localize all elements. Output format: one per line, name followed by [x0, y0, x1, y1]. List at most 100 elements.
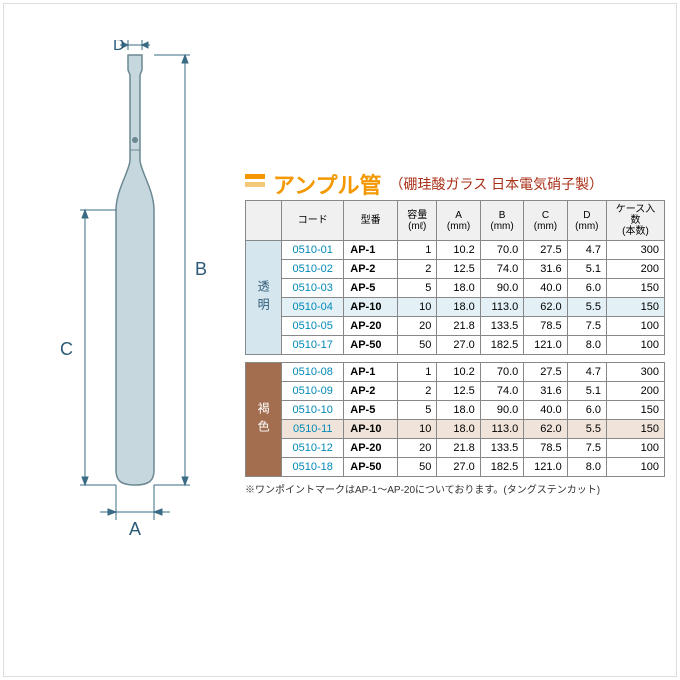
- cell-c: 62.0: [524, 298, 567, 317]
- th-b: B(mm): [480, 201, 523, 241]
- cell-model: AP-2: [344, 382, 398, 401]
- cell-c: 40.0: [524, 401, 567, 420]
- cell-code: 0510-12: [282, 439, 344, 458]
- cell-b: 113.0: [480, 298, 523, 317]
- th-a: A(mm): [437, 201, 480, 241]
- th-c: C(mm): [524, 201, 567, 241]
- table-row: 0510-10AP-5518.090.040.06.0150: [246, 401, 665, 420]
- group-label: 透明: [246, 241, 282, 355]
- cell-code: 0510-02: [282, 260, 344, 279]
- cell-b: 133.5: [480, 439, 523, 458]
- table-row: 0510-11AP-101018.0113.062.05.5150: [246, 420, 665, 439]
- cell-model: AP-5: [344, 401, 398, 420]
- cell-case: 300: [607, 363, 665, 382]
- cell-model: AP-10: [344, 420, 398, 439]
- cell-c: 27.5: [524, 363, 567, 382]
- cell-cap: 20: [398, 439, 437, 458]
- dim-label-a: A: [129, 519, 141, 539]
- cell-a: 12.5: [437, 260, 480, 279]
- cell-b: 70.0: [480, 241, 523, 260]
- dim-label-c: C: [60, 339, 73, 359]
- cell-b: 74.0: [480, 260, 523, 279]
- cell-a: 27.0: [437, 458, 480, 477]
- cell-model: AP-2: [344, 260, 398, 279]
- cell-d: 5.5: [567, 420, 606, 439]
- spec-table: コード 型番 容量(mℓ) A(mm) B(mm) C(mm) D(mm) ケー…: [245, 200, 665, 477]
- cell-a: 21.8: [437, 439, 480, 458]
- th-model: 型番: [344, 201, 398, 241]
- title-main: アンプル管: [273, 168, 381, 200]
- spec-table-wrapper: コード 型番 容量(mℓ) A(mm) B(mm) C(mm) D(mm) ケー…: [245, 200, 665, 496]
- cell-case: 150: [607, 298, 665, 317]
- cell-model: AP-5: [344, 279, 398, 298]
- cell-cap: 10: [398, 298, 437, 317]
- table-row: 0510-18AP-505027.0182.5121.08.0100: [246, 458, 665, 477]
- tbody-clear: 透明0510-01AP-1110.270.027.54.73000510-02A…: [246, 241, 665, 355]
- th-case: ケース入数(本数): [607, 201, 665, 241]
- cell-c: 27.5: [524, 241, 567, 260]
- cell-code: 0510-09: [282, 382, 344, 401]
- group-label: 褐色: [246, 363, 282, 477]
- cell-case: 100: [607, 317, 665, 336]
- cell-a: 18.0: [437, 279, 480, 298]
- cell-a: 18.0: [437, 420, 480, 439]
- cell-code: 0510-11: [282, 420, 344, 439]
- cell-b: 133.5: [480, 317, 523, 336]
- cell-cap: 50: [398, 458, 437, 477]
- cell-d: 5.1: [567, 260, 606, 279]
- cell-b: 113.0: [480, 420, 523, 439]
- cell-c: 121.0: [524, 458, 567, 477]
- cell-cap: 5: [398, 401, 437, 420]
- cell-d: 8.0: [567, 336, 606, 355]
- cell-b: 70.0: [480, 363, 523, 382]
- table-row: 0510-09AP-2212.574.031.65.1200: [246, 382, 665, 401]
- cell-case: 100: [607, 336, 665, 355]
- cell-c: 62.0: [524, 420, 567, 439]
- cell-d: 6.0: [567, 279, 606, 298]
- cell-a: 12.5: [437, 382, 480, 401]
- cell-c: 78.5: [524, 439, 567, 458]
- table-row: 透明0510-01AP-1110.270.027.54.7300: [246, 241, 665, 260]
- cell-c: 78.5: [524, 317, 567, 336]
- cell-code: 0510-01: [282, 241, 344, 260]
- ampoule-svg: D B C: [50, 40, 220, 540]
- cell-code: 0510-10: [282, 401, 344, 420]
- cell-code: 0510-04: [282, 298, 344, 317]
- cell-model: AP-1: [344, 241, 398, 260]
- cell-a: 10.2: [437, 241, 480, 260]
- table-row: 0510-05AP-202021.8133.578.57.5100: [246, 317, 665, 336]
- cell-d: 5.1: [567, 382, 606, 401]
- cell-code: 0510-03: [282, 279, 344, 298]
- cell-cap: 1: [398, 241, 437, 260]
- cell-d: 5.5: [567, 298, 606, 317]
- cell-cap: 1: [398, 363, 437, 382]
- cell-d: 4.7: [567, 363, 606, 382]
- footnote: ※ワンポイントマークはAP-1～AP-20についております。(タングステンカット…: [245, 481, 665, 496]
- cell-d: 7.5: [567, 439, 606, 458]
- cell-cap: 5: [398, 279, 437, 298]
- table-header: コード 型番 容量(mℓ) A(mm) B(mm) C(mm) D(mm) ケー…: [246, 201, 665, 241]
- cell-model: AP-1: [344, 363, 398, 382]
- cell-code: 0510-05: [282, 317, 344, 336]
- th-d: D(mm): [567, 201, 606, 241]
- cell-cap: 50: [398, 336, 437, 355]
- table-row: 0510-02AP-2212.574.031.65.1200: [246, 260, 665, 279]
- cell-model: AP-10: [344, 298, 398, 317]
- cell-b: 90.0: [480, 279, 523, 298]
- cell-d: 7.5: [567, 317, 606, 336]
- table-row: 0510-17AP-505027.0182.5121.08.0100: [246, 336, 665, 355]
- cell-cap: 2: [398, 382, 437, 401]
- cell-d: 4.7: [567, 241, 606, 260]
- cell-b: 74.0: [480, 382, 523, 401]
- ampoule-diagram: D B C: [50, 40, 220, 540]
- cell-cap: 10: [398, 420, 437, 439]
- table-row: 褐色0510-08AP-1110.270.027.54.7300: [246, 363, 665, 382]
- cell-case: 150: [607, 420, 665, 439]
- cell-c: 40.0: [524, 279, 567, 298]
- page-container: D B C: [0, 0, 680, 680]
- cell-code: 0510-08: [282, 363, 344, 382]
- cell-c: 121.0: [524, 336, 567, 355]
- title-sub: （硼珪酸ガラス 日本電気硝子製）: [389, 174, 603, 194]
- cell-cap: 20: [398, 317, 437, 336]
- dim-label-d: D: [113, 40, 125, 54]
